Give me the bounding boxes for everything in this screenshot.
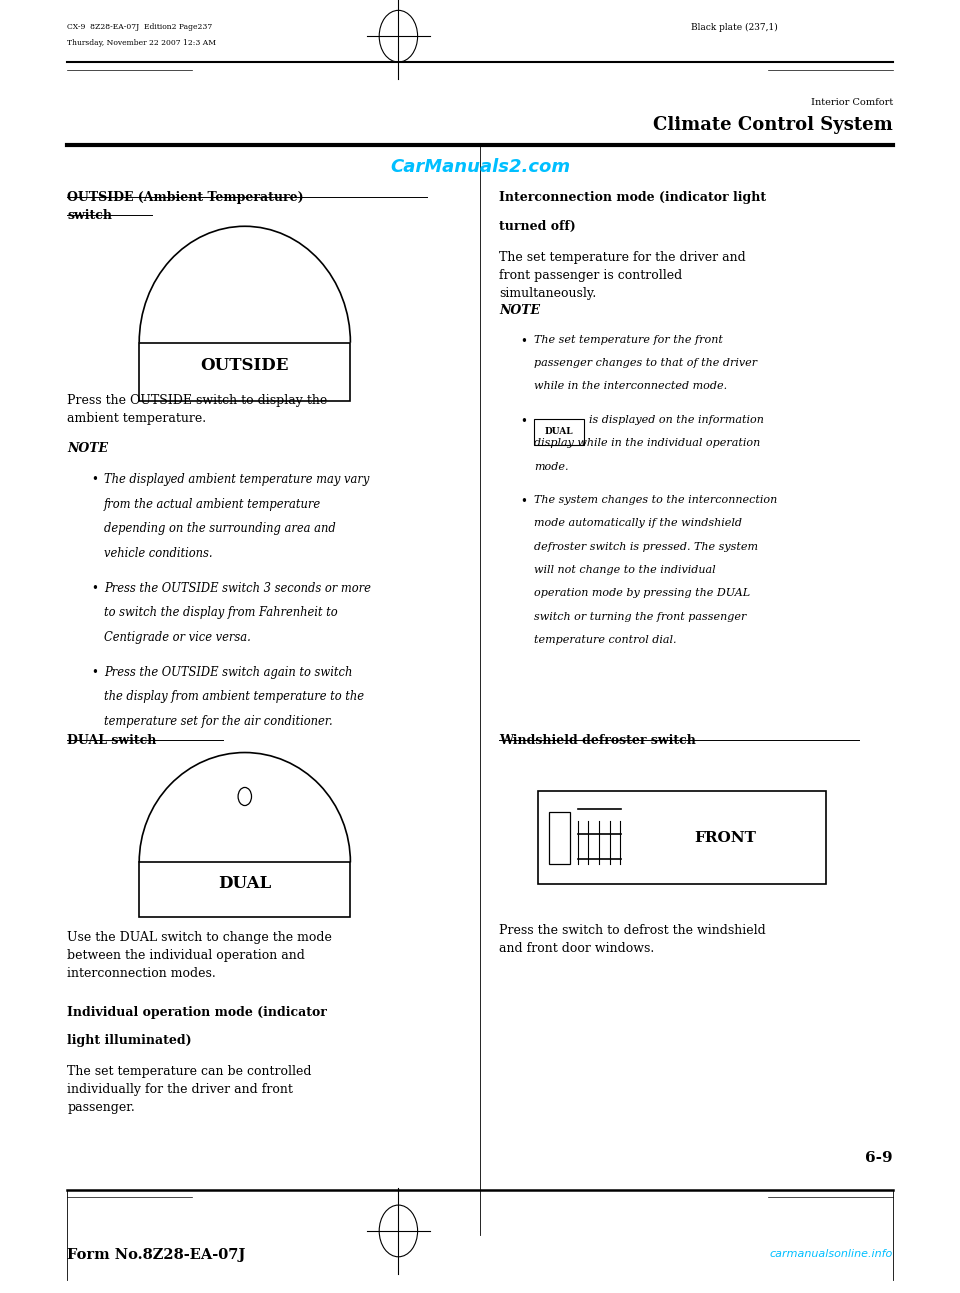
Text: mode automatically if the windshield: mode automatically if the windshield [534,518,742,529]
Text: Press the OUTSIDE switch to display the
ambient temperature.: Press the OUTSIDE switch to display the … [67,394,327,425]
Text: The set temperature for the front: The set temperature for the front [534,335,723,345]
Text: Thursday, November 22 2007 12:3 AM: Thursday, November 22 2007 12:3 AM [67,39,216,47]
Text: •: • [520,495,527,508]
Text: DUAL: DUAL [218,874,272,892]
Text: NOTE: NOTE [67,442,108,455]
Text: passenger changes to that of the driver: passenger changes to that of the driver [534,358,756,369]
Text: carmanualsonline.info: carmanualsonline.info [770,1249,893,1259]
Text: •: • [520,415,527,428]
Text: •: • [91,473,98,486]
Text: FRONT: FRONT [694,831,756,844]
Text: mode.: mode. [534,462,568,472]
Text: OUTSIDE: OUTSIDE [201,357,289,374]
Text: temperature set for the air conditioner.: temperature set for the air conditioner. [104,715,332,728]
Text: OUTSIDE (Ambient Temperature): OUTSIDE (Ambient Temperature) [67,191,303,204]
Bar [139,343,350,401]
Bar [549,812,570,864]
Text: vehicle conditions.: vehicle conditions. [104,547,212,560]
Text: •: • [91,666,98,679]
Text: turned off): turned off) [499,220,576,233]
Bar [139,862,350,917]
Text: switch: switch [67,209,112,222]
Text: depending on the surrounding area and: depending on the surrounding area and [104,522,335,535]
Text: while in the interconnected mode.: while in the interconnected mode. [534,381,727,392]
Text: NOTE: NOTE [499,304,540,317]
Text: DUAL switch: DUAL switch [67,734,156,747]
Text: Press the OUTSIDE switch again to switch: Press the OUTSIDE switch again to switch [104,666,352,679]
Text: will not change to the individual: will not change to the individual [534,565,715,575]
Text: DUAL: DUAL [544,428,573,436]
Text: The system changes to the interconnection: The system changes to the interconnectio… [534,495,777,506]
Text: is displayed on the information: is displayed on the information [589,415,764,425]
Text: CarManuals2.com: CarManuals2.com [390,158,570,176]
Text: Use the DUAL switch to change the mode
between the individual operation and
inte: Use the DUAL switch to change the mode b… [67,931,332,980]
Text: The set temperature can be controlled
individually for the driver and front
pass: The set temperature can be controlled in… [67,1065,312,1115]
Text: switch or turning the front passenger: switch or turning the front passenger [534,612,746,622]
Text: to switch the display from Fahrenheit to: to switch the display from Fahrenheit to [104,606,337,619]
Text: The displayed ambient temperature may vary: The displayed ambient temperature may va… [104,473,369,486]
Text: defroster switch is pressed. The system: defroster switch is pressed. The system [534,542,757,552]
Bar [534,419,584,445]
Text: Press the switch to defrost the windshield
and front door windows.: Press the switch to defrost the windshie… [499,924,766,956]
Text: Press the OUTSIDE switch 3 seconds or more: Press the OUTSIDE switch 3 seconds or mo… [104,582,371,595]
Text: from the actual ambient temperature: from the actual ambient temperature [104,498,321,511]
Text: light illuminated): light illuminated) [67,1034,192,1047]
Text: The set temperature for the driver and
front passenger is controlled
simultaneou: The set temperature for the driver and f… [499,251,746,300]
Text: Individual operation mode (indicator: Individual operation mode (indicator [67,1006,327,1019]
Text: Interior Comfort: Interior Comfort [810,98,893,107]
Text: the display from ambient temperature to the: the display from ambient temperature to … [104,690,364,703]
Text: •: • [91,582,98,595]
Text: 6-9: 6-9 [865,1151,893,1165]
Text: Form No.8Z28-EA-07J: Form No.8Z28-EA-07J [67,1248,246,1262]
Text: Centigrade or vice versa.: Centigrade or vice versa. [104,631,251,644]
Text: operation mode by pressing the DUAL: operation mode by pressing the DUAL [534,588,750,599]
Text: temperature control dial.: temperature control dial. [534,635,676,645]
Text: •: • [520,335,527,348]
Text: Interconnection mode (indicator light: Interconnection mode (indicator light [499,191,766,204]
Text: Climate Control System: Climate Control System [653,116,893,134]
Bar [538,791,826,884]
Text: Windshield defroster switch: Windshield defroster switch [499,734,696,747]
Text: CX-9  8Z28-EA-07J  Edition2 Page237: CX-9 8Z28-EA-07J Edition2 Page237 [67,23,212,31]
Text: Black plate (237,1): Black plate (237,1) [691,23,778,32]
Text: display while in the individual operation: display while in the individual operatio… [534,438,760,449]
